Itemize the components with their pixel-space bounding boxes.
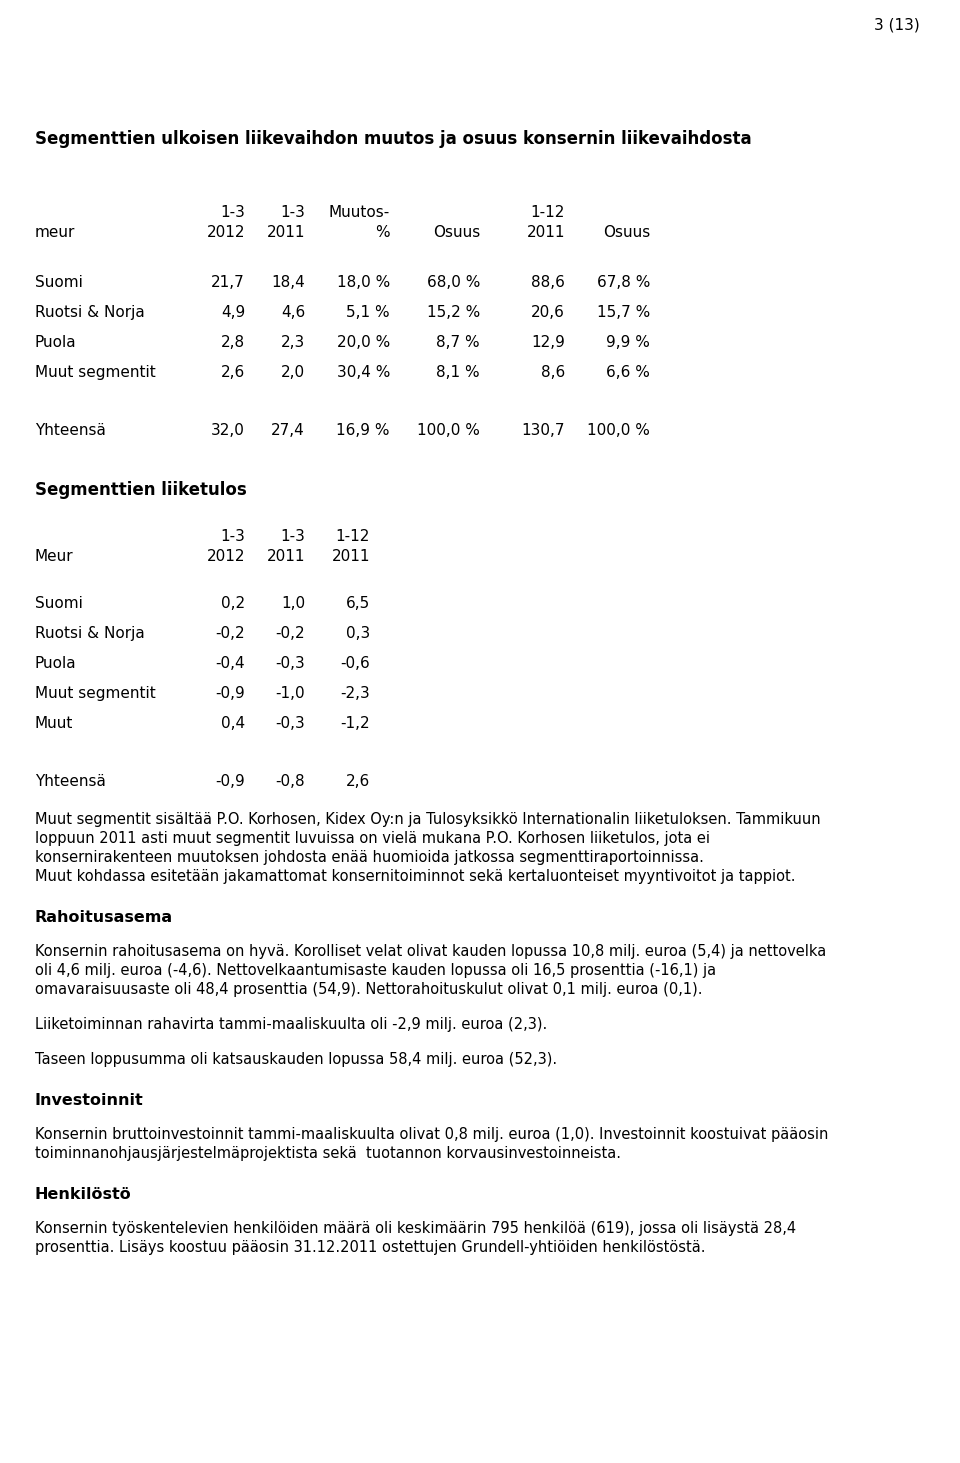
Text: Muut: Muut xyxy=(35,715,73,732)
Text: 67,8 %: 67,8 % xyxy=(596,275,650,290)
Text: 2,6: 2,6 xyxy=(346,774,370,789)
Text: Konsernin bruttoinvestoinnit tammi-maaliskuulta olivat 0,8 milj. euroa (1,0). In: Konsernin bruttoinvestoinnit tammi-maali… xyxy=(35,1127,828,1143)
Text: 4,6: 4,6 xyxy=(280,304,305,320)
Text: 88,6: 88,6 xyxy=(531,275,565,290)
Text: 8,6: 8,6 xyxy=(540,364,565,380)
Text: Puola: Puola xyxy=(35,335,77,350)
Text: konsernirakenteen muutoksen johdosta enää huomioida jatkossa segmenttiraportoinn: konsernirakenteen muutoksen johdosta enä… xyxy=(35,850,704,865)
Text: Segmenttien liiketulos: Segmenttien liiketulos xyxy=(35,481,247,499)
Text: Ruotsi & Norja: Ruotsi & Norja xyxy=(35,304,145,320)
Text: 0,4: 0,4 xyxy=(221,715,245,732)
Text: 6,6 %: 6,6 % xyxy=(606,364,650,380)
Text: Muut kohdassa esitetään jakamattomat konsernitoiminnot sekä kertaluonteiset myyn: Muut kohdassa esitetään jakamattomat kon… xyxy=(35,869,796,884)
Text: 8,7 %: 8,7 % xyxy=(437,335,480,350)
Text: 100,0 %: 100,0 % xyxy=(588,423,650,437)
Text: Puola: Puola xyxy=(35,655,77,672)
Text: oli 4,6 milj. euroa (-4,6). Nettovelkaantumisaste kauden lopussa oli 16,5 prosen: oli 4,6 milj. euroa (-4,6). Nettovelkaan… xyxy=(35,963,716,977)
Text: -2,3: -2,3 xyxy=(340,686,370,701)
Text: 15,2 %: 15,2 % xyxy=(427,304,480,320)
Text: 1-3: 1-3 xyxy=(220,530,245,544)
Text: 18,0 %: 18,0 % xyxy=(337,275,390,290)
Text: toiminnanohjausjärjestelmäprojektista sekä  tuotannon korvausinvestoinneista.: toiminnanohjausjärjestelmäprojektista se… xyxy=(35,1146,621,1162)
Text: -0,8: -0,8 xyxy=(276,774,305,789)
Text: 1-12: 1-12 xyxy=(531,205,565,219)
Text: 21,7: 21,7 xyxy=(211,275,245,290)
Text: 2012: 2012 xyxy=(206,549,245,565)
Text: 100,0 %: 100,0 % xyxy=(418,423,480,437)
Text: Rahoitusasema: Rahoitusasema xyxy=(35,910,173,925)
Text: Henkilöstö: Henkilöstö xyxy=(35,1186,132,1203)
Text: Konsernin rahoitusasema on hyvä. Korolliset velat olivat kauden lopussa 10,8 mil: Konsernin rahoitusasema on hyvä. Korolli… xyxy=(35,944,827,960)
Text: Muut segmentit sisältää P.O. Korhosen, Kidex Oy:n ja Tulosyksikkö Internationali: Muut segmentit sisältää P.O. Korhosen, K… xyxy=(35,812,821,827)
Text: 15,7 %: 15,7 % xyxy=(597,304,650,320)
Text: 2,3: 2,3 xyxy=(280,335,305,350)
Text: 30,4 %: 30,4 % xyxy=(337,364,390,380)
Text: Muutos-: Muutos- xyxy=(328,205,390,219)
Text: 9,9 %: 9,9 % xyxy=(606,335,650,350)
Text: 2011: 2011 xyxy=(526,225,565,240)
Text: Yhteensä: Yhteensä xyxy=(35,423,106,437)
Text: loppuun 2011 asti muut segmentit luvuissa on vielä mukana P.O. Korhosen liiketul: loppuun 2011 asti muut segmentit luvuiss… xyxy=(35,831,710,846)
Text: Investoinnit: Investoinnit xyxy=(35,1093,144,1107)
Text: Osuus: Osuus xyxy=(433,225,480,240)
Text: 0,3: 0,3 xyxy=(346,626,370,641)
Text: Meur: Meur xyxy=(35,549,74,565)
Text: -0,9: -0,9 xyxy=(215,686,245,701)
Text: 1,0: 1,0 xyxy=(281,595,305,612)
Text: Konsernin työskentelevien henkilöiden määrä oli keskimäärin 795 henkilöä (619), : Konsernin työskentelevien henkilöiden mä… xyxy=(35,1222,796,1236)
Text: 1-3: 1-3 xyxy=(280,530,305,544)
Text: 2,6: 2,6 xyxy=(221,364,245,380)
Text: omavaraisuusaste oli 48,4 prosenttia (54,9). Nettorahoituskulut olivat 0,1 milj.: omavaraisuusaste oli 48,4 prosenttia (54… xyxy=(35,982,703,996)
Text: -1,2: -1,2 xyxy=(341,715,370,732)
Text: Segmenttien ulkoisen liikevaihdon muutos ja osuus konsernin liikevaihdosta: Segmenttien ulkoisen liikevaihdon muutos… xyxy=(35,130,752,148)
Text: Taseen loppusumma oli katsauskauden lopussa 58,4 milj. euroa (52,3).: Taseen loppusumma oli katsauskauden lopu… xyxy=(35,1052,557,1067)
Text: -1,0: -1,0 xyxy=(276,686,305,701)
Text: 32,0: 32,0 xyxy=(211,423,245,437)
Text: Suomi: Suomi xyxy=(35,595,83,612)
Text: 4,9: 4,9 xyxy=(221,304,245,320)
Text: Osuus: Osuus xyxy=(603,225,650,240)
Text: %: % xyxy=(375,225,390,240)
Text: 16,9 %: 16,9 % xyxy=(337,423,390,437)
Text: -0,9: -0,9 xyxy=(215,774,245,789)
Text: Yhteensä: Yhteensä xyxy=(35,774,106,789)
Text: Suomi: Suomi xyxy=(35,275,83,290)
Text: 2011: 2011 xyxy=(267,549,305,565)
Text: 130,7: 130,7 xyxy=(521,423,565,437)
Text: 20,0 %: 20,0 % xyxy=(337,335,390,350)
Text: 3 (13): 3 (13) xyxy=(875,18,920,34)
Text: 6,5: 6,5 xyxy=(346,595,370,612)
Text: 20,6: 20,6 xyxy=(531,304,565,320)
Text: 27,4: 27,4 xyxy=(272,423,305,437)
Text: 2,0: 2,0 xyxy=(281,364,305,380)
Text: meur: meur xyxy=(35,225,76,240)
Text: 8,1 %: 8,1 % xyxy=(437,364,480,380)
Text: 0,2: 0,2 xyxy=(221,595,245,612)
Text: 2011: 2011 xyxy=(267,225,305,240)
Text: 12,9: 12,9 xyxy=(531,335,565,350)
Text: Ruotsi & Norja: Ruotsi & Norja xyxy=(35,626,145,641)
Text: -0,6: -0,6 xyxy=(340,655,370,672)
Text: -0,2: -0,2 xyxy=(276,626,305,641)
Text: 2012: 2012 xyxy=(206,225,245,240)
Text: 18,4: 18,4 xyxy=(272,275,305,290)
Text: 1-12: 1-12 xyxy=(336,530,370,544)
Text: Muut segmentit: Muut segmentit xyxy=(35,686,156,701)
Text: Liiketoiminnan rahavirta tammi-maaliskuulta oli -2,9 milj. euroa (2,3).: Liiketoiminnan rahavirta tammi-maaliskuu… xyxy=(35,1017,547,1031)
Text: 1-3: 1-3 xyxy=(220,205,245,219)
Text: Muut segmentit: Muut segmentit xyxy=(35,364,156,380)
Text: -0,2: -0,2 xyxy=(215,626,245,641)
Text: -0,3: -0,3 xyxy=(276,715,305,732)
Text: -0,3: -0,3 xyxy=(276,655,305,672)
Text: 2,8: 2,8 xyxy=(221,335,245,350)
Text: prosenttia. Lisäys koostuu pääosin 31.12.2011 ostettujen Grundell-yhtiöiden henk: prosenttia. Lisäys koostuu pääosin 31.12… xyxy=(35,1241,706,1255)
Text: -0,4: -0,4 xyxy=(215,655,245,672)
Text: 5,1 %: 5,1 % xyxy=(347,304,390,320)
Text: 68,0 %: 68,0 % xyxy=(426,275,480,290)
Text: 1-3: 1-3 xyxy=(280,205,305,219)
Text: 2011: 2011 xyxy=(331,549,370,565)
